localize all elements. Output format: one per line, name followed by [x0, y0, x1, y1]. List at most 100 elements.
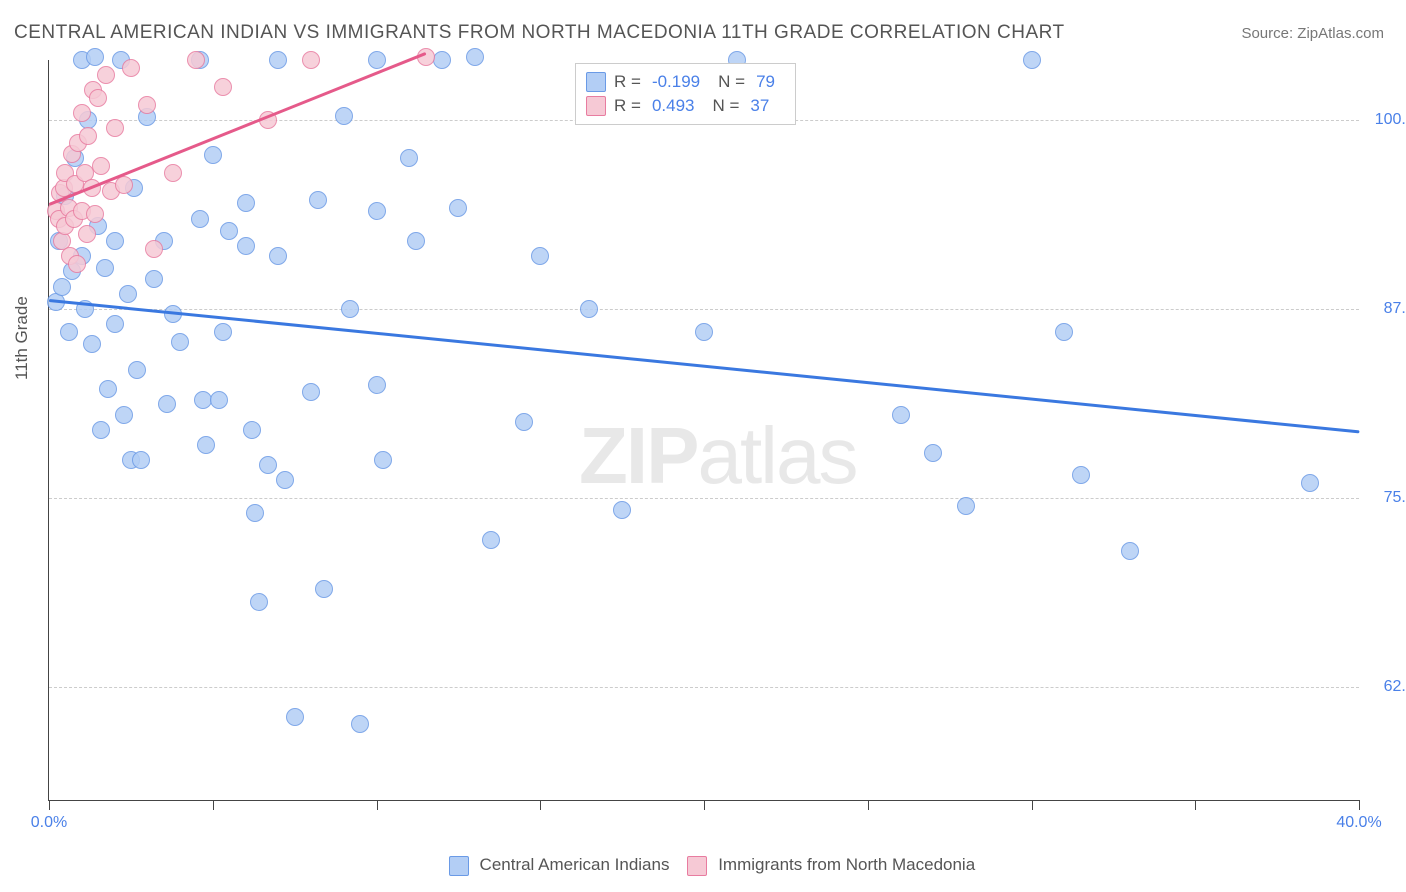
- scatter-point: [269, 51, 287, 69]
- scatter-point: [138, 96, 156, 114]
- scatter-point: [92, 421, 110, 439]
- scatter-point: [92, 157, 110, 175]
- scatter-point: [210, 391, 228, 409]
- scatter-point: [302, 51, 320, 69]
- stats-r-value: 0.493: [652, 96, 695, 116]
- scatter-point: [106, 315, 124, 333]
- scatter-point: [368, 202, 386, 220]
- scatter-point: [214, 323, 232, 341]
- scatter-point: [315, 580, 333, 598]
- gridline: [49, 309, 1359, 310]
- scatter-point: [449, 199, 467, 217]
- scatter-point: [276, 471, 294, 489]
- scatter-point: [204, 146, 222, 164]
- scatter-point: [246, 504, 264, 522]
- stats-n-label: N =: [718, 72, 745, 92]
- legend-label: Immigrants from North Macedonia: [713, 855, 975, 874]
- y-axis-label: 11th Grade: [12, 296, 32, 380]
- scatter-point: [145, 270, 163, 288]
- scatter-point: [466, 48, 484, 66]
- scatter-point: [197, 436, 215, 454]
- scatter-point: [106, 232, 124, 250]
- scatter-point: [286, 708, 304, 726]
- stats-n-label: N =: [712, 96, 739, 116]
- scatter-point: [158, 395, 176, 413]
- scatter-point: [309, 191, 327, 209]
- stats-r-label: R =: [614, 96, 641, 116]
- gridline: [49, 498, 1359, 499]
- xtick: [49, 800, 50, 810]
- scatter-point: [191, 210, 209, 228]
- scatter-point: [89, 89, 107, 107]
- stats-n-value: 37: [750, 96, 769, 116]
- scatter-point: [580, 300, 598, 318]
- scatter-point: [695, 323, 713, 341]
- ytick-label: 87.5%: [1369, 300, 1406, 318]
- scatter-point: [400, 149, 418, 167]
- xtick: [213, 800, 214, 810]
- scatter-point: [115, 406, 133, 424]
- scatter-point: [106, 119, 124, 137]
- xtick: [540, 800, 541, 810]
- scatter-point: [250, 593, 268, 611]
- scatter-point: [214, 78, 232, 96]
- scatter-point: [269, 247, 287, 265]
- xtick: [377, 800, 378, 810]
- scatter-point: [194, 391, 212, 409]
- trend-line: [49, 299, 1359, 433]
- scatter-point: [515, 413, 533, 431]
- scatter-point: [433, 51, 451, 69]
- scatter-point: [97, 66, 115, 84]
- legend-swatch: [586, 72, 606, 92]
- watermark: ZIPatlas: [579, 410, 856, 502]
- xtick-label: 40.0%: [1336, 814, 1381, 832]
- stats-r-value: -0.199: [652, 72, 700, 92]
- scatter-point: [83, 335, 101, 353]
- scatter-point: [1301, 474, 1319, 492]
- scatter-point: [145, 240, 163, 258]
- xtick: [1359, 800, 1360, 810]
- gridline: [49, 687, 1359, 688]
- scatter-point: [368, 51, 386, 69]
- scatter-point: [86, 205, 104, 223]
- scatter-point: [368, 376, 386, 394]
- scatter-point: [243, 421, 261, 439]
- scatter-point: [164, 164, 182, 182]
- scatter-point: [171, 333, 189, 351]
- ytick-label: 75.0%: [1369, 489, 1406, 507]
- scatter-point: [374, 451, 392, 469]
- scatter-point: [531, 247, 549, 265]
- scatter-point: [86, 48, 104, 66]
- xtick: [1195, 800, 1196, 810]
- scatter-point: [78, 225, 96, 243]
- scatter-point: [187, 51, 205, 69]
- scatter-point: [99, 380, 117, 398]
- source-label: Source: ZipAtlas.com: [1241, 25, 1384, 42]
- scatter-point: [482, 531, 500, 549]
- stats-n-value: 79: [756, 72, 775, 92]
- scatter-point: [128, 361, 146, 379]
- scatter-point: [957, 497, 975, 515]
- scatter-point: [259, 456, 277, 474]
- scatter-point: [96, 259, 114, 277]
- scatter-point: [132, 451, 150, 469]
- scatter-point: [1121, 542, 1139, 560]
- legend-swatch: [687, 856, 707, 876]
- xtick: [704, 800, 705, 810]
- ytick-label: 100.0%: [1369, 111, 1406, 129]
- scatter-point: [119, 285, 137, 303]
- scatter-point: [1055, 323, 1073, 341]
- scatter-point: [237, 194, 255, 212]
- scatter-point: [79, 127, 97, 145]
- legend-swatch: [449, 856, 469, 876]
- scatter-point: [68, 255, 86, 273]
- stats-r-label: R =: [614, 72, 641, 92]
- xtick: [1032, 800, 1033, 810]
- scatter-point: [924, 444, 942, 462]
- scatter-point: [1023, 51, 1041, 69]
- legend-swatch: [586, 96, 606, 116]
- stats-row: R = -0.199 N = 79: [586, 70, 785, 94]
- scatter-point: [351, 715, 369, 733]
- legend-label: Central American Indians: [475, 855, 670, 874]
- scatter-point: [122, 59, 140, 77]
